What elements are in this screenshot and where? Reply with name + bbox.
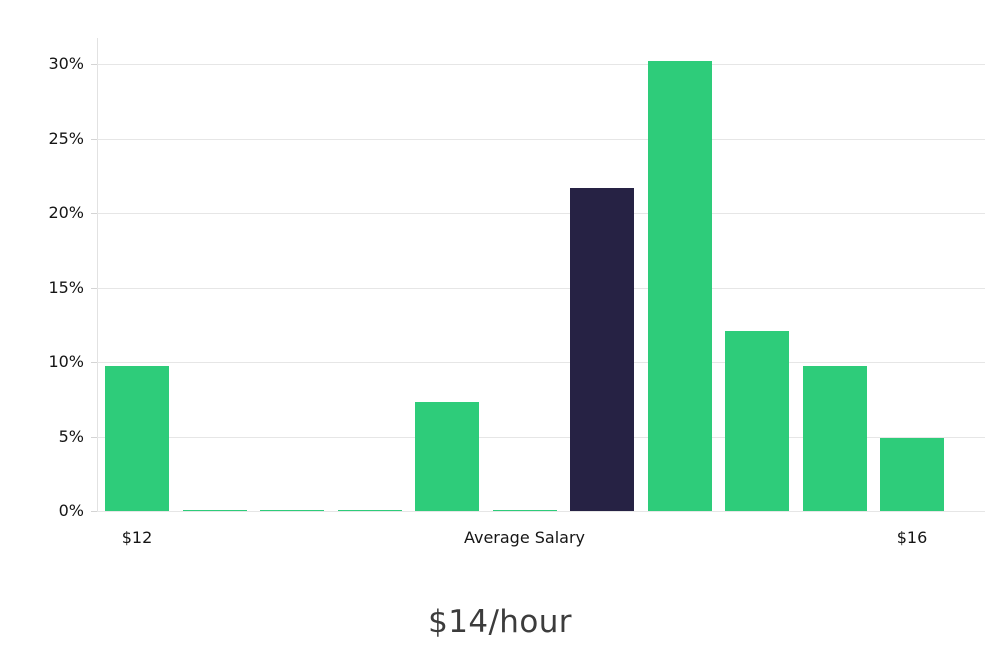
y-tick-label: 30% xyxy=(48,54,84,73)
y-tick-mark xyxy=(91,138,97,140)
x-tick-label: $16 xyxy=(896,528,928,547)
salary-bar xyxy=(415,402,479,511)
salary-bar xyxy=(725,330,789,511)
average-salary-bar xyxy=(570,187,634,511)
y-tick-mark xyxy=(91,287,97,289)
y-axis-line xyxy=(97,38,98,511)
gridline-20% xyxy=(97,213,985,214)
y-tick-mark xyxy=(91,362,97,363)
salary-bar xyxy=(105,366,169,511)
chart-title: $14/hour xyxy=(428,604,572,640)
y-tick-label: 20% xyxy=(48,203,84,222)
gridline-15% xyxy=(97,287,985,289)
salary-bar xyxy=(337,509,402,511)
gridline-0% xyxy=(97,511,985,512)
y-tick-mark xyxy=(91,511,97,512)
gridline-10% xyxy=(97,362,985,363)
salary-bar xyxy=(260,509,324,511)
salary-bar xyxy=(802,366,867,511)
y-tick-label: 15% xyxy=(48,277,84,297)
salary-bar xyxy=(647,61,712,511)
salary-bar xyxy=(182,509,247,511)
x-tick-label: $12 xyxy=(121,528,153,547)
salary-bar xyxy=(492,509,557,511)
y-tick-mark xyxy=(91,213,97,214)
y-tick-mark xyxy=(91,64,97,65)
y-tick-label: 0% xyxy=(58,501,84,520)
gridline-5% xyxy=(97,436,985,438)
plot-area: 0% 5% 10% 15% 20% 25% 30% $12 Average Salary $16 xyxy=(48,38,985,546)
y-tick-label: 10% xyxy=(48,352,84,371)
gridline-25% xyxy=(97,138,985,140)
x-tick-label: Average Salary xyxy=(463,528,586,547)
y-tick-label: 5% xyxy=(58,426,84,446)
gridline-30% xyxy=(97,64,985,65)
y-tick-mark xyxy=(91,436,97,438)
salary-bar xyxy=(880,438,944,511)
y-tick-label: 25% xyxy=(48,128,84,148)
